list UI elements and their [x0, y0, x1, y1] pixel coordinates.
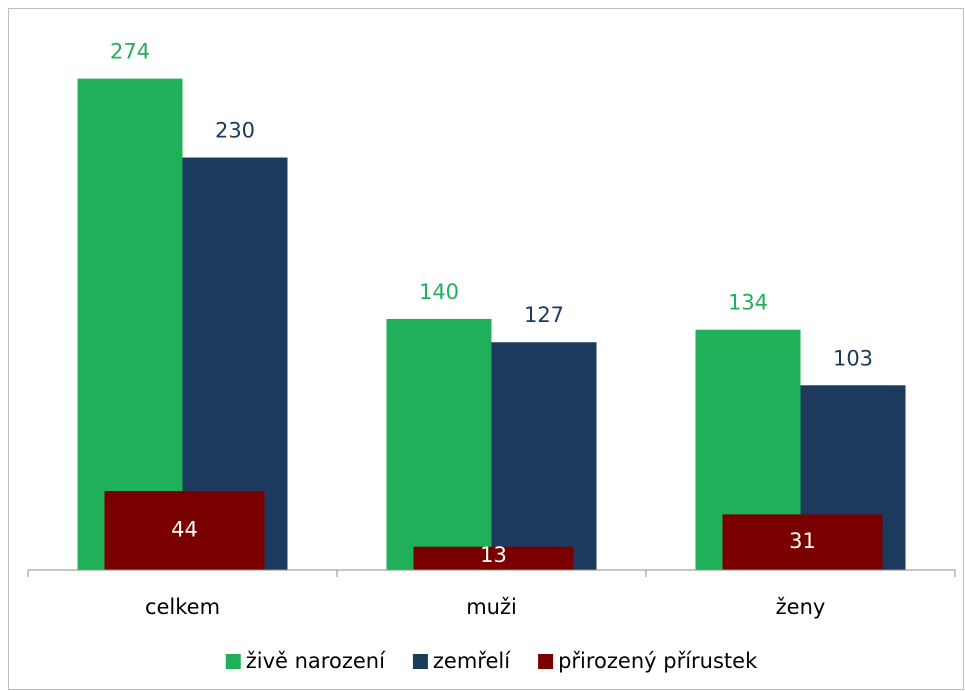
bar	[722, 514, 883, 570]
data-label: 140	[419, 280, 459, 304]
legend-label: zemřelí	[433, 649, 511, 673]
legend-swatch	[412, 654, 428, 669]
bar	[491, 342, 597, 570]
data-label: 274	[110, 40, 150, 64]
bar	[77, 78, 183, 571]
data-label: 31	[789, 529, 816, 553]
data-label: 134	[728, 291, 768, 315]
legend-label: živě narození	[246, 649, 386, 673]
x-tick-label: celkem	[145, 595, 220, 619]
bar	[413, 546, 574, 570]
legend-swatch	[225, 654, 241, 669]
data-label: 230	[215, 119, 255, 143]
bar	[386, 318, 492, 570]
data-label: 127	[524, 303, 564, 327]
data-label: 103	[833, 346, 873, 370]
data-label: 44	[171, 518, 198, 542]
legend-label: přirozený přírustek	[558, 649, 758, 673]
legend-swatch	[538, 654, 554, 669]
data-label: 13	[480, 543, 507, 567]
x-tick-label: muži	[466, 595, 517, 619]
bar	[104, 491, 265, 570]
x-tick-label: ženy	[776, 595, 826, 619]
